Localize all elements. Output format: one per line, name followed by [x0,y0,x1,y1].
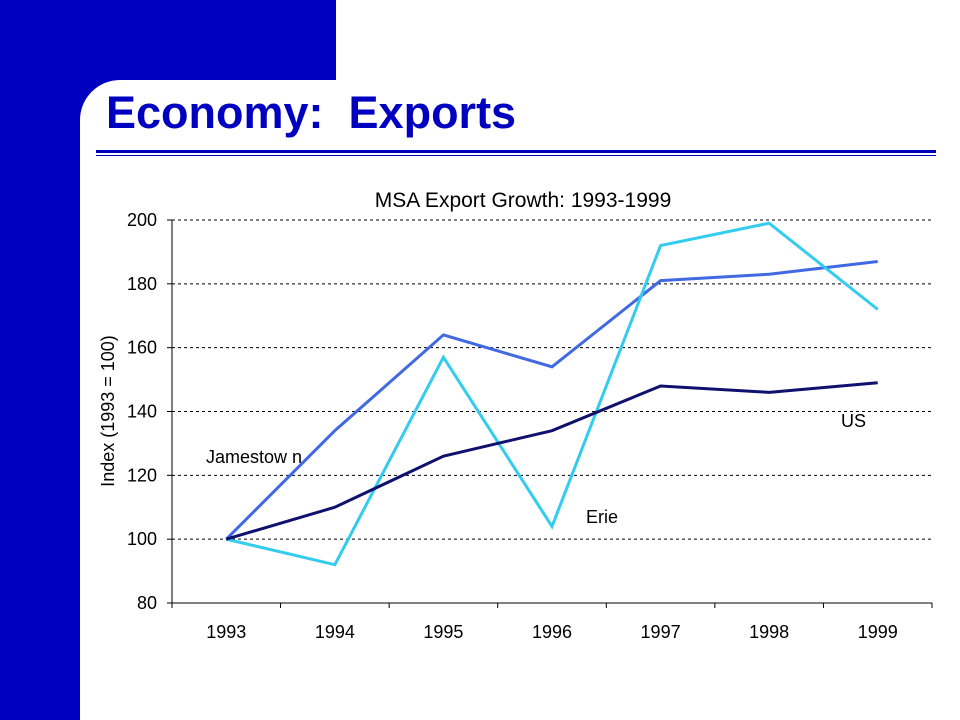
x-tick-label: 1998 [749,622,789,642]
series-label-2: US [841,411,866,431]
x-tick-label: 1993 [206,622,246,642]
x-tick-label: 1995 [423,622,463,642]
title-rule-thin [96,155,936,156]
axes: 80 100 120 140 160 180 200 1993 1994 1995 1996 1997… [127,210,933,642]
x-tick-label: 1996 [532,622,572,642]
series-label-1: Erie [586,507,618,527]
series-label-0: Jamestow n [206,447,302,467]
y-axis-label: Index (1993 = 100) [98,335,118,487]
page-title: Economy: Exports [106,87,517,138]
corner-curve [80,80,160,160]
gridlines [172,219,932,540]
title-rule-thick [96,150,936,153]
series-line-2 [225,381,878,541]
y-tick-label: 80 [137,593,157,613]
x-tick-label: 1994 [315,622,355,642]
x-tick-label: 1999 [858,622,898,642]
series-line-0 [225,260,878,541]
series-line-1 [225,221,879,567]
y-tick-label: 200 [127,210,157,230]
x-tick-label: 1997 [641,622,681,642]
series-lines [225,221,879,567]
y-tick-label: 100 [127,529,157,549]
y-tick-label: 140 [127,402,157,422]
series-labels: Jamestow n Erie US [206,411,866,527]
left-accent-bar [0,0,80,720]
y-tick-label: 180 [127,274,157,294]
y-tick-label: 160 [127,338,157,358]
chart-title: MSA Export Growth: 1993-1999 [375,189,672,212]
y-tick-label: 120 [127,465,157,485]
